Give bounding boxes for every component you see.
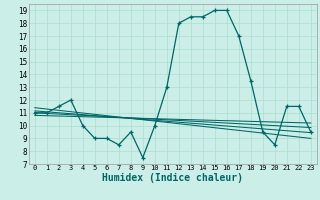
X-axis label: Humidex (Indice chaleur): Humidex (Indice chaleur) [102, 173, 243, 183]
